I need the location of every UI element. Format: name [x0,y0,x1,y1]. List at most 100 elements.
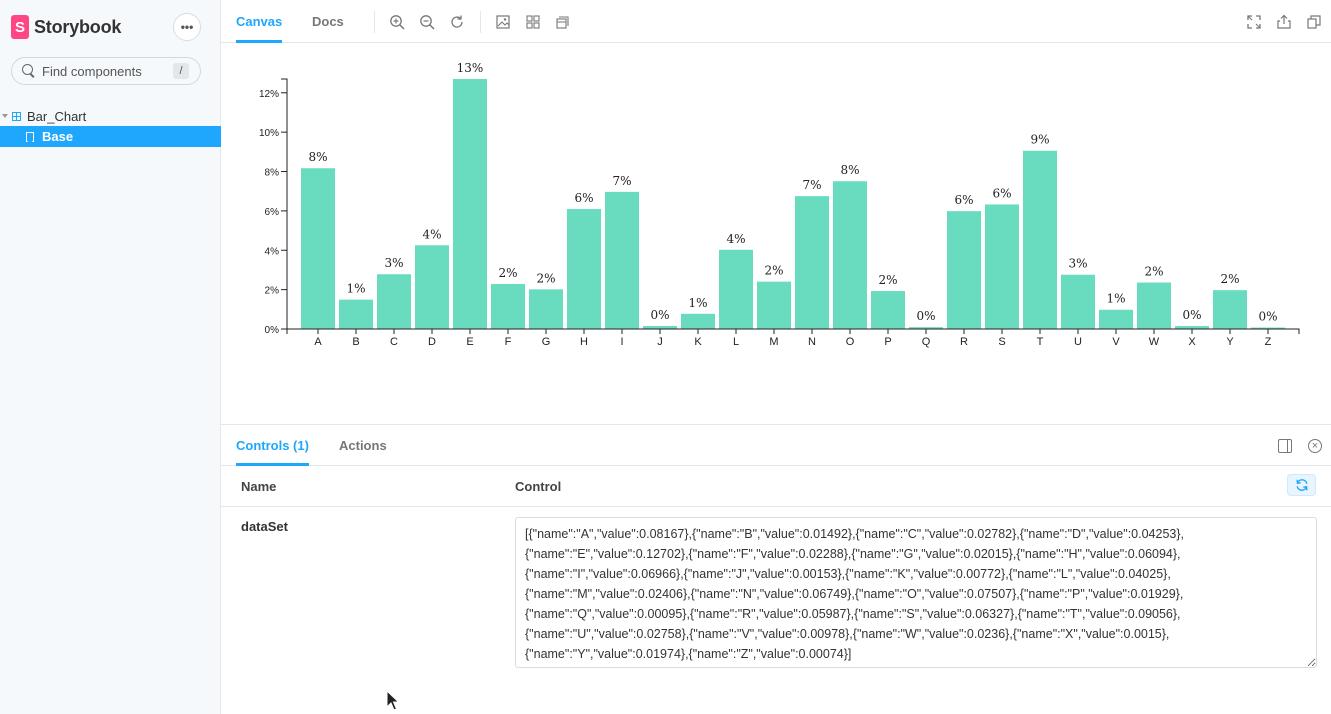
x-tick-label: V [1112,336,1120,348]
tab-controls[interactable]: Controls (1) [236,425,309,466]
chart-bar [415,245,449,329]
tab-docs[interactable]: Docs [312,14,344,29]
outline-icon[interactable] [555,14,571,30]
chart-bar [1137,282,1171,329]
chart-bar [529,289,563,329]
bar-value-label: 0% [1182,308,1201,322]
bar-value-label: 9% [1030,133,1049,147]
y-tick-label: 8% [265,168,280,179]
toolbar-divider [480,11,481,33]
x-tick-label: A [314,336,322,348]
tree-item-base[interactable]: Base [0,126,221,147]
close-icon[interactable]: × [1308,439,1322,453]
y-tick-label: 10% [259,128,279,139]
component-icon [12,111,21,121]
x-tick-label: U [1074,336,1082,348]
chart-bar [757,281,791,329]
bar-value-label: 2% [764,264,783,278]
y-tick-label: 2% [265,286,280,297]
chart-bar [1175,326,1209,329]
x-tick-label: J [657,336,663,348]
chart-bar [985,204,1019,329]
reset-controls-button[interactable] [1287,474,1316,496]
bar-value-label: 4% [422,227,441,241]
control-row-name: dataSet [241,519,288,534]
chart-bar [339,299,373,329]
addons-panel: Controls (1) Actions × Name Control data… [221,424,1331,714]
tree-group-label: Bar_Chart [27,108,87,124]
story-bookmark-icon [26,131,34,142]
bar-value-label: 3% [1068,257,1087,271]
x-tick-label: Y [1226,336,1234,348]
search-input[interactable]: Find components [42,63,142,79]
bar-value-label: 1% [346,282,365,296]
x-tick-label: K [694,336,702,348]
sidebar-menu-button[interactable]: ••• [173,13,201,41]
chart-bar [377,274,411,329]
refresh-icon [1295,479,1308,491]
chart-bar [605,191,639,329]
bar-chart: 8% A 1% B 3% C 4% D 13% E 2% F 2% G 6% H 7% I 0% J 1% K 4% L 2% M… [259,61,1300,348]
chart-bar [1251,327,1285,329]
share-icon[interactable] [1276,14,1292,30]
bar-value-label: 3% [384,256,403,270]
search-icon [22,64,36,78]
fullscreen-icon[interactable] [1246,14,1262,30]
tab-canvas[interactable]: Canvas [236,0,283,43]
x-tick-label: F [505,336,512,348]
chart-bar [681,313,715,329]
grid-icon[interactable] [525,14,541,30]
x-tick-label: Q [922,336,931,348]
copy-link-icon[interactable] [1306,14,1322,30]
chart-bar [1061,274,1095,329]
x-tick-label: I [620,336,623,348]
zoom-in-icon[interactable] [389,14,405,30]
bar-value-label: 2% [498,266,517,280]
dataset-json-editor[interactable]: [{"name":"A","value":0.08167},{"name":"B… [515,517,1317,668]
panel-orientation-icon[interactable] [1278,439,1292,453]
tree-group-bar-chart[interactable]: Bar_Chart [0,106,220,126]
bar-value-label: 2% [536,271,555,285]
bar-value-label: 2% [1144,265,1163,279]
x-tick-label: R [960,336,968,348]
x-tick-label: M [769,336,778,348]
tab-actions[interactable]: Actions [339,438,387,453]
chart-bar [453,78,487,329]
bar-value-label: 13% [457,61,484,75]
x-tick-label: E [466,336,473,348]
y-tick-label: 4% [265,246,280,257]
x-tick-label: G [542,336,551,348]
story-canvas: 8% A 1% B 3% C 4% D 13% E 2% F 2% G 6% H 7% I 0% J 1% K 4% L 2% M… [221,43,1331,424]
bar-value-label: 8% [840,163,859,177]
bar-value-label: 7% [802,178,821,192]
chart-bar [1023,150,1057,329]
chart-bar [719,249,753,329]
x-axis-line [286,328,1300,334]
bar-value-label: 6% [992,186,1011,200]
search-box[interactable]: Find components / [11,57,201,85]
zoom-out-icon[interactable] [419,14,435,30]
brand-title: Storybook [34,16,122,37]
controls-header: Name Control [221,466,1331,507]
x-tick-label: S [998,336,1005,348]
y-tick-label: 0% [265,325,280,336]
preview-toolbar: Canvas Docs [221,0,1331,43]
storybook-brand[interactable]: S Storybook [11,14,121,40]
y-axis-line [281,78,288,330]
toolbar-divider [374,11,375,33]
chart-bar [871,291,905,329]
background-icon[interactable] [495,14,511,30]
zoom-reset-icon[interactable] [449,14,465,30]
x-tick-label: Z [1265,336,1272,348]
storybook-logo-icon: S [11,15,29,39]
chart-bar [833,181,867,329]
x-tick-label: D [428,336,436,348]
bar-value-label: 1% [688,296,707,310]
column-name-header: Name [241,479,277,494]
search-shortcut-key: / [173,63,189,79]
x-tick-label: T [1037,336,1044,348]
chart-bar [1099,309,1133,329]
chart-bar [301,168,335,329]
x-tick-label: O [846,336,855,348]
sidebar: S Storybook ••• Find components / Bar_Ch… [0,0,221,714]
